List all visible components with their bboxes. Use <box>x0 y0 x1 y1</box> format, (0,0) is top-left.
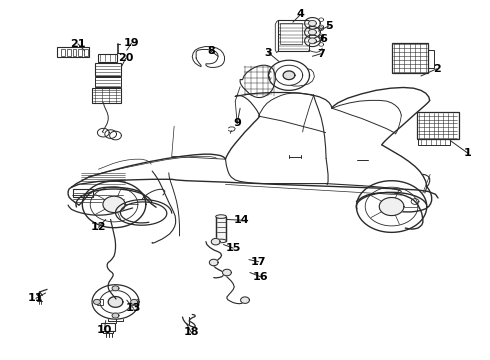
Bar <box>98 299 103 305</box>
Polygon shape <box>112 313 119 318</box>
Polygon shape <box>241 297 249 303</box>
Polygon shape <box>283 71 295 80</box>
Text: 17: 17 <box>251 257 267 267</box>
Bar <box>98 54 117 62</box>
Bar <box>280 23 302 44</box>
Bar <box>84 49 88 56</box>
Bar <box>95 77 122 87</box>
Bar <box>418 139 450 145</box>
Text: 9: 9 <box>233 118 241 128</box>
Polygon shape <box>379 198 404 216</box>
Text: 12: 12 <box>91 222 106 232</box>
Bar <box>392 42 428 73</box>
Bar <box>73 189 93 197</box>
Text: 1: 1 <box>464 148 472 158</box>
Bar <box>103 330 113 333</box>
Text: 16: 16 <box>253 272 269 282</box>
Bar <box>417 112 459 139</box>
Bar <box>78 49 82 56</box>
Bar <box>101 323 115 330</box>
Polygon shape <box>309 21 317 26</box>
Text: 10: 10 <box>97 325 112 335</box>
Bar <box>61 49 65 56</box>
Bar <box>278 21 309 51</box>
Polygon shape <box>112 286 119 291</box>
Text: 8: 8 <box>207 46 215 56</box>
Ellipse shape <box>216 239 226 243</box>
Polygon shape <box>209 259 218 266</box>
Text: 11: 11 <box>28 293 44 303</box>
Polygon shape <box>222 269 231 276</box>
Ellipse shape <box>216 215 226 219</box>
Bar <box>57 47 89 57</box>
Text: 19: 19 <box>124 38 140 48</box>
Text: 7: 7 <box>317 49 324 59</box>
Text: 13: 13 <box>126 303 141 314</box>
Text: 6: 6 <box>319 35 327 44</box>
Bar <box>132 299 138 305</box>
Bar <box>428 50 434 68</box>
Bar <box>67 49 71 56</box>
Bar <box>92 88 121 103</box>
Polygon shape <box>211 238 220 245</box>
Polygon shape <box>309 30 317 35</box>
Text: 21: 21 <box>70 39 86 49</box>
Polygon shape <box>103 196 125 212</box>
Bar <box>95 63 122 76</box>
Text: 15: 15 <box>225 243 241 253</box>
Bar <box>216 217 226 241</box>
Text: 2: 2 <box>433 64 441 74</box>
Polygon shape <box>94 300 100 305</box>
Polygon shape <box>108 297 123 307</box>
Text: 3: 3 <box>265 48 272 58</box>
Text: 18: 18 <box>183 327 199 337</box>
Bar <box>73 49 76 56</box>
Bar <box>216 217 226 241</box>
Text: 5: 5 <box>325 21 333 31</box>
Text: 4: 4 <box>297 9 305 19</box>
Text: 20: 20 <box>118 53 133 63</box>
Polygon shape <box>309 38 317 44</box>
Polygon shape <box>131 300 138 305</box>
Text: 14: 14 <box>233 215 249 225</box>
